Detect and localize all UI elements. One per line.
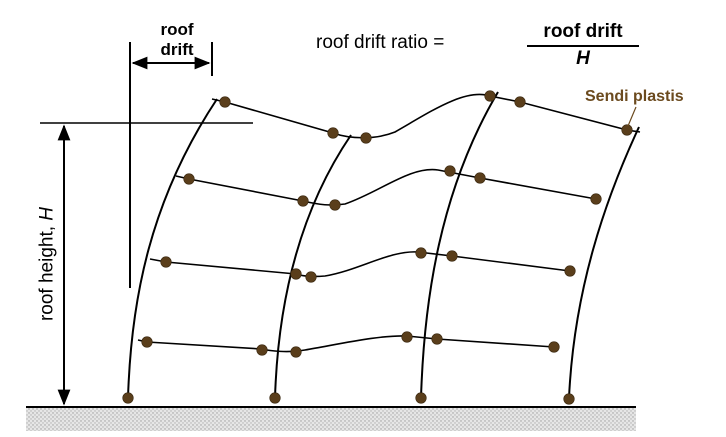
plastic-hinge bbox=[290, 268, 302, 280]
roof-drift-label-line2: drift bbox=[160, 40, 194, 59]
plastic-hinge bbox=[256, 344, 268, 356]
fraction-bar bbox=[527, 45, 639, 47]
plastic-hinge bbox=[548, 341, 560, 353]
plastic-hinge bbox=[219, 96, 231, 108]
plastic-hinge bbox=[514, 96, 526, 108]
beam-floor-1 bbox=[137, 335, 555, 353]
plastic-hinge bbox=[484, 90, 496, 102]
column-1 bbox=[127, 98, 218, 399]
plastic-hinge bbox=[590, 193, 602, 205]
plastic-hinge bbox=[401, 331, 413, 343]
ground-fill bbox=[26, 407, 636, 431]
plastic-hinge bbox=[329, 199, 341, 211]
roof-drift-label-line1: roof bbox=[160, 20, 194, 39]
plastic-hinge bbox=[444, 165, 456, 177]
beam-floor-3 bbox=[175, 168, 597, 206]
plastic-hinge bbox=[122, 392, 134, 404]
roof-height-symbol: H bbox=[36, 206, 58, 221]
column-4 bbox=[568, 126, 640, 399]
plastic-hinge bbox=[474, 172, 486, 184]
plastic-hinge bbox=[269, 392, 281, 404]
plastic-hinge bbox=[446, 250, 458, 262]
plastic-hinge bbox=[305, 271, 317, 283]
roof-height-prefix: roof height, bbox=[36, 220, 58, 322]
plastic-hinge bbox=[415, 392, 427, 404]
beam-roof bbox=[211, 93, 641, 139]
plastic-hinge-label: Sendi plastis bbox=[585, 88, 684, 105]
plastic-hinge bbox=[621, 124, 633, 136]
ratio-formula-prefix: roof drift ratio = bbox=[316, 32, 445, 53]
roof-drift-label: roof drift bbox=[149, 20, 205, 60]
plastic-hinge bbox=[327, 127, 339, 139]
plastic-hinge bbox=[564, 265, 576, 277]
ratio-denominator: H bbox=[576, 48, 590, 69]
plastic-hinge bbox=[415, 247, 427, 259]
roof-height-label: roof height, H bbox=[36, 206, 58, 322]
plastic-hinge bbox=[563, 393, 575, 405]
plastic-hinge bbox=[431, 333, 443, 345]
plastic-hinge bbox=[183, 173, 195, 185]
column-2 bbox=[274, 134, 352, 399]
plastic-hinge bbox=[360, 132, 372, 144]
plastic-hinge bbox=[160, 256, 172, 268]
ratio-numerator: roof drift bbox=[543, 21, 623, 42]
column-3 bbox=[420, 91, 499, 399]
beam-floor-2 bbox=[149, 251, 571, 278]
plastic-hinge bbox=[290, 346, 302, 358]
plastic-hinge bbox=[297, 195, 309, 207]
plastic-hinge bbox=[141, 336, 153, 348]
plastic-hinge-leader bbox=[627, 106, 637, 127]
